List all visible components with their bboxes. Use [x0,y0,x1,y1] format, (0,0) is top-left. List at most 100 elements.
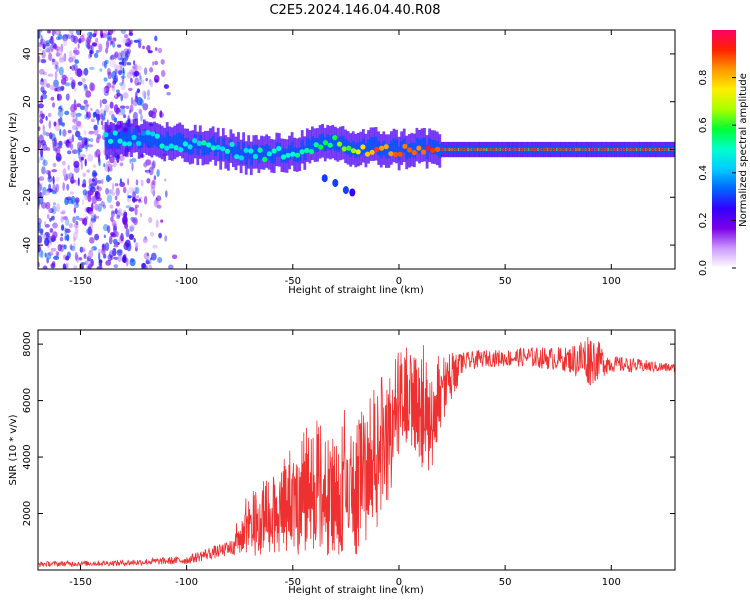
ridge-band [201,141,205,156]
noise-blob [59,55,66,61]
noise-blob [105,47,109,54]
noise-blob [154,79,159,83]
noise-blob [40,59,47,64]
noise-blob [98,259,103,264]
noise-blob [56,121,59,126]
ridge-band [211,135,215,151]
ridge-blob [131,134,137,140]
ridge-band [290,141,294,156]
ridge-blob [341,146,347,152]
snr-series-line [38,336,675,568]
snr-frame [37,329,676,571]
ridge-band [119,130,123,145]
noise-blob [44,224,50,228]
noise-blob [70,179,77,184]
noise-blob [56,86,62,92]
noise-blob [138,40,142,49]
ridge-blob [575,148,580,151]
ridge-blob [603,148,608,151]
noise-blob [149,231,155,237]
noise-blob [49,239,53,246]
noise-blob [153,175,157,181]
noise-blob [103,91,110,96]
noise-blob [85,90,92,98]
ridge-blob [140,130,146,136]
noise-blob [71,173,74,180]
noise-blob [135,91,138,99]
ridge-band [433,140,437,155]
noise-blob [160,70,166,77]
noise-blob [74,251,78,261]
ridge-blob [468,148,473,151]
noise-blob [69,244,73,251]
noise-blob [39,228,44,234]
colorbar-tick-label: 0.2 [698,212,709,228]
ridge-band [387,143,391,159]
noise-blob [45,40,51,44]
ridge-band [303,145,307,161]
noise-blob [38,48,42,52]
noise-blob [109,155,115,164]
noise-blob [76,120,82,127]
noise-blob [79,105,86,111]
ridge-blob [238,155,244,161]
ridge-blob [355,149,361,155]
noise-blob [101,247,106,256]
noise-blob [38,126,41,132]
noise-blob [94,233,100,241]
noise-blob [128,233,134,240]
noise-blob [72,242,76,248]
noise-blob [50,96,55,101]
noise-blob [118,70,123,76]
noise-blob [38,184,43,191]
y-tick-label: 40 [22,48,33,61]
noise-blob [45,252,52,260]
noise-blob [136,65,142,71]
ridge-blob [514,148,520,151]
noise-blob [128,207,135,212]
noise-blob [118,70,124,74]
noise-blob [59,236,64,242]
noise-blob [71,149,78,155]
colorbar-tick-label: 0.8 [698,70,709,86]
noise-blob [142,103,149,111]
noise-blob [50,247,57,252]
ridge-blob [505,148,510,151]
noise-blob [107,254,113,262]
noise-blob [51,215,55,221]
ridge-blob [598,148,604,151]
noise-blob [45,169,52,175]
noise-blob [124,34,129,39]
noise-blob [45,132,50,137]
noise-blob [63,140,68,144]
noise-blob [65,173,70,180]
noise-blob [45,201,51,210]
noise-blob [67,142,72,148]
ridge-band [221,137,225,152]
noise-blob [77,43,80,49]
spectrogram-ylabel: Frequency (Hz) [8,112,19,188]
noise-blob [63,53,67,62]
noise-blob [87,144,94,148]
ridge-blob [570,148,576,151]
noise-blob [52,222,58,229]
noise-blob [95,37,99,43]
noise-blob [93,124,98,131]
noise-blob [146,169,150,175]
x-tick-label: 50 [499,577,512,588]
noise-blob [138,198,142,202]
noise-blob [119,82,124,87]
noise-blob [103,163,106,168]
noise-blob [87,189,94,196]
noise-blob [129,224,135,231]
ridge-band [372,136,375,152]
noise-blob [76,199,79,206]
ridge-blob [519,148,524,151]
noise-blob [141,262,147,269]
y-tick-label: 2000 [22,501,33,526]
noise-blob [76,254,79,263]
ridge-blob [631,148,636,151]
noise-blob [56,48,59,54]
y-tick-label: 4000 [22,444,33,469]
